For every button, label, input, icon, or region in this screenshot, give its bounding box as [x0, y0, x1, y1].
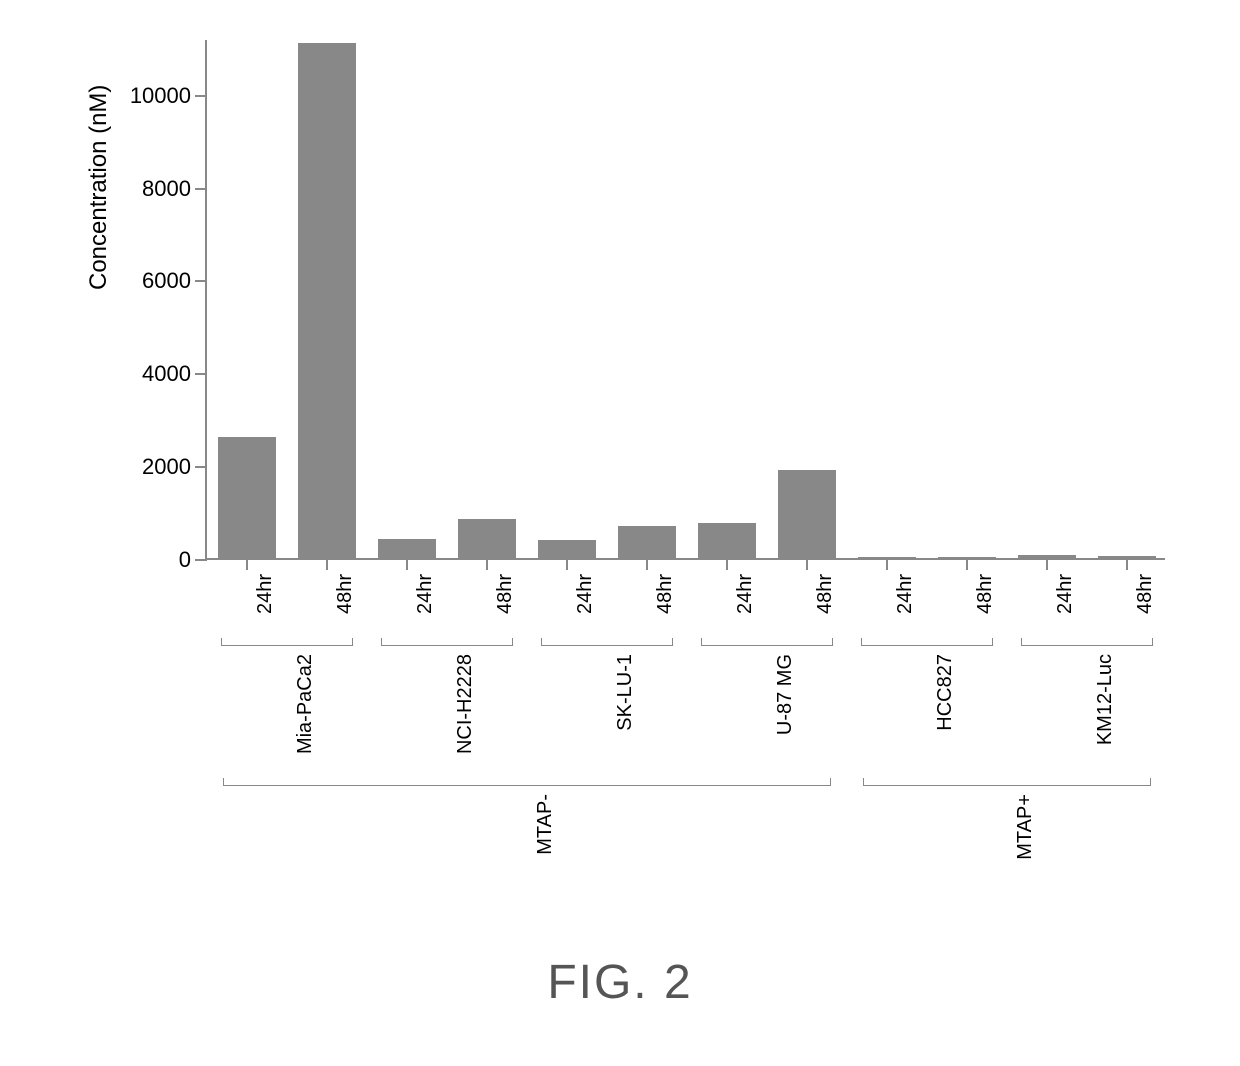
bar: [538, 540, 596, 558]
y-tick: [195, 559, 207, 561]
cell-line-bracket: [381, 638, 513, 646]
cell-line-label: HCC827: [934, 654, 957, 731]
cell-line-label: KM12-Luc: [1094, 654, 1117, 745]
cell-line-bracket: [701, 638, 833, 646]
x-tick: [486, 558, 488, 570]
bar: [458, 519, 516, 558]
x-tick: [806, 558, 808, 570]
x-tick-label: 48hr: [814, 574, 837, 614]
cell-line-label: NCI-H2228: [454, 654, 477, 754]
x-tick-label: 48hr: [654, 574, 677, 614]
mtap-group-bracket: [223, 778, 831, 786]
cell-line-label: U-87 MG: [774, 654, 797, 735]
x-tick-label: 24hr: [734, 574, 757, 614]
y-tick-label: 4000: [142, 361, 191, 387]
y-tick: [195, 466, 207, 468]
bar: [778, 470, 836, 558]
cell-line-label: Mia-PaCa2: [294, 654, 317, 754]
x-tick-label: 24hr: [414, 574, 437, 614]
y-tick: [195, 95, 207, 97]
bar: [618, 526, 676, 559]
cell-line-bracket: [221, 638, 353, 646]
x-tick: [1046, 558, 1048, 570]
x-tick: [246, 558, 248, 570]
cell-line-bracket: [861, 638, 993, 646]
bar: [698, 523, 756, 558]
mtap-group-label: MTAP+: [1014, 794, 1037, 860]
bar: [298, 43, 356, 558]
y-tick: [195, 188, 207, 190]
cell-line-label: SK-LU-1: [614, 654, 637, 731]
cell-line-bracket: [1021, 638, 1153, 646]
x-tick-label: 48hr: [494, 574, 517, 614]
y-tick: [195, 373, 207, 375]
x-tick: [646, 558, 648, 570]
x-tick: [406, 558, 408, 570]
y-tick-label: 10000: [130, 83, 191, 109]
y-tick-label: 0: [179, 547, 191, 573]
plot-area: 020004000600080001000024hr48hr24hr48hr24…: [205, 40, 1165, 560]
x-tick-label: 24hr: [1054, 574, 1077, 614]
y-tick-label: 8000: [142, 176, 191, 202]
y-tick-label: 6000: [142, 268, 191, 294]
cell-line-bracket: [541, 638, 673, 646]
x-tick-label: 24hr: [574, 574, 597, 614]
x-tick: [886, 558, 888, 570]
x-tick-label: 48hr: [334, 574, 357, 614]
x-tick-label: 48hr: [1134, 574, 1157, 614]
figure-caption: FIG. 2: [0, 955, 1240, 1010]
y-tick: [195, 280, 207, 282]
bar: [218, 437, 276, 558]
x-tick: [726, 558, 728, 570]
bar: [378, 539, 436, 558]
x-tick-label: 24hr: [894, 574, 917, 614]
x-tick-label: 24hr: [254, 574, 277, 614]
x-tick: [326, 558, 328, 570]
x-tick: [966, 558, 968, 570]
y-tick-label: 2000: [142, 454, 191, 480]
mtap-group-bracket: [863, 778, 1151, 786]
concentration-bar-chart: Concentration (nM) 020004000600080001000…: [75, 30, 1175, 650]
y-axis-label: Concentration (nM): [85, 85, 113, 290]
x-tick: [1126, 558, 1128, 570]
x-tick: [566, 558, 568, 570]
x-tick-label: 48hr: [974, 574, 997, 614]
mtap-group-label: MTAP-: [534, 794, 557, 855]
